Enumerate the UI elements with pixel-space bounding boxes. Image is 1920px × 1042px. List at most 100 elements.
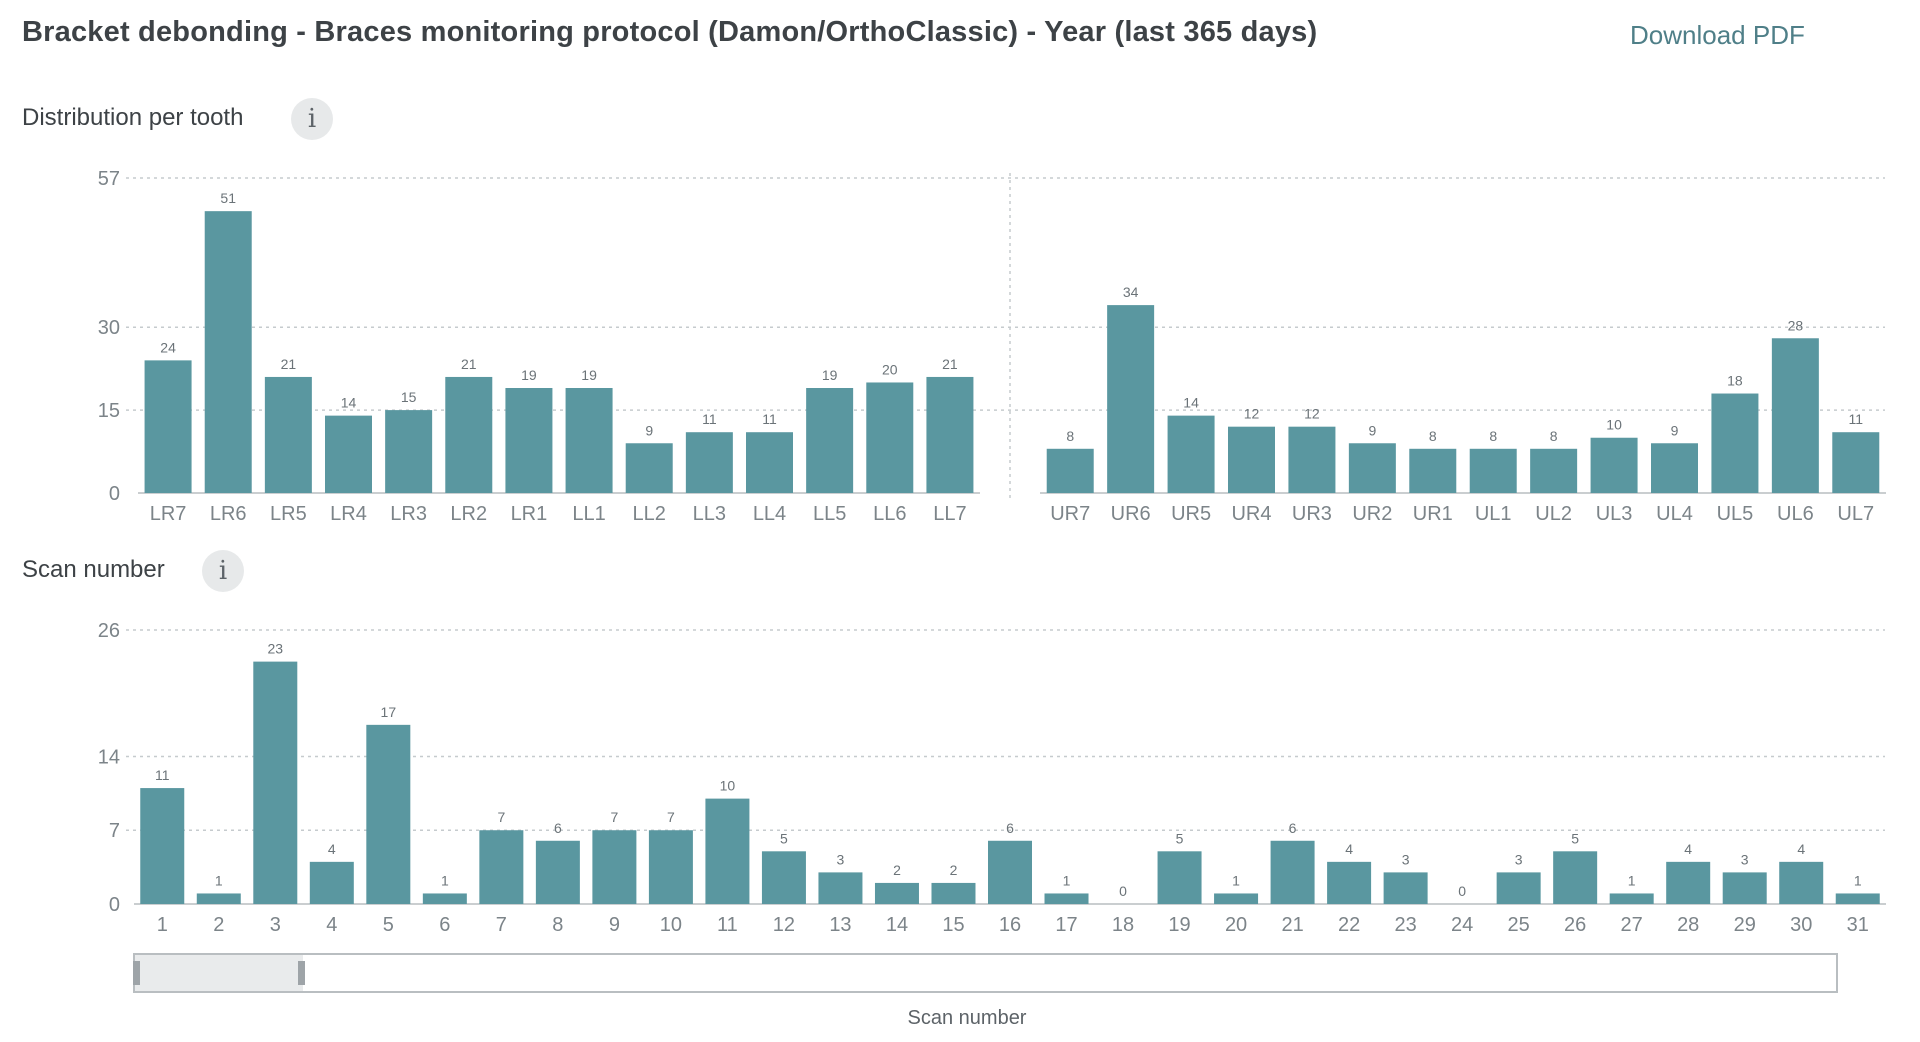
x-tick-label: 1 bbox=[157, 914, 168, 936]
bar[interactable] bbox=[806, 388, 854, 493]
bar[interactable] bbox=[479, 830, 524, 904]
bar[interactable] bbox=[309, 861, 354, 904]
bar[interactable] bbox=[1228, 426, 1275, 493]
bar[interactable] bbox=[866, 382, 914, 493]
bar[interactable] bbox=[264, 376, 312, 493]
bar[interactable] bbox=[1832, 432, 1880, 493]
bar-value-label: 4 bbox=[328, 841, 336, 857]
bar[interactable] bbox=[535, 840, 580, 904]
x-tick-label: 5 bbox=[383, 914, 394, 936]
x-tick-label: LR5 bbox=[270, 503, 307, 525]
bar[interactable] bbox=[1157, 851, 1202, 904]
range-scroller[interactable] bbox=[133, 953, 1838, 993]
bar[interactable] bbox=[818, 872, 863, 904]
bar[interactable] bbox=[1779, 861, 1824, 904]
bar-value-label: 12 bbox=[1244, 406, 1260, 422]
bar[interactable] bbox=[1666, 861, 1711, 904]
x-tick-label: UR7 bbox=[1050, 503, 1090, 525]
bar[interactable] bbox=[505, 388, 553, 493]
bar-value-label: 4 bbox=[1345, 841, 1353, 857]
bar[interactable] bbox=[1327, 861, 1372, 904]
bar[interactable] bbox=[445, 376, 493, 493]
bar-value-label: 11 bbox=[1849, 411, 1864, 427]
scroller-left-handle[interactable] bbox=[133, 961, 140, 985]
bar-value-label: 3 bbox=[1741, 851, 1749, 867]
distribution-info-icon[interactable]: i bbox=[291, 98, 333, 140]
bar-value-label: 5 bbox=[1571, 830, 1579, 846]
bar[interactable] bbox=[761, 851, 806, 904]
bar[interactable] bbox=[325, 415, 372, 493]
scan-info-icon[interactable]: i bbox=[202, 550, 244, 592]
x-tick-label: 19 bbox=[1168, 914, 1190, 936]
bar[interactable] bbox=[1046, 448, 1094, 493]
bar[interactable] bbox=[144, 360, 192, 493]
x-tick-label: 24 bbox=[1451, 914, 1473, 936]
bar-value-label: 2 bbox=[893, 862, 901, 878]
y-tick-label: 14 bbox=[98, 746, 120, 768]
bar[interactable] bbox=[1553, 851, 1598, 904]
x-tick-label: 16 bbox=[999, 914, 1021, 936]
bar[interactable] bbox=[592, 830, 637, 904]
bar[interactable] bbox=[366, 724, 411, 904]
bar-value-label: 18 bbox=[1727, 373, 1743, 389]
bar[interactable] bbox=[1530, 448, 1578, 493]
bar[interactable] bbox=[204, 211, 252, 493]
bar[interactable] bbox=[1270, 840, 1315, 904]
bar[interactable] bbox=[705, 798, 750, 904]
bar[interactable] bbox=[140, 788, 185, 904]
bar[interactable] bbox=[1348, 443, 1396, 493]
bar[interactable] bbox=[648, 830, 693, 904]
bar[interactable] bbox=[931, 882, 976, 904]
x-tick-label: 28 bbox=[1677, 914, 1699, 936]
scroller-window[interactable] bbox=[133, 955, 305, 991]
bar[interactable] bbox=[385, 410, 433, 493]
x-tick-label: UR3 bbox=[1292, 503, 1332, 525]
header: Bracket debonding - Braces monitoring pr… bbox=[0, 0, 1920, 80]
bar-value-label: 10 bbox=[720, 778, 736, 794]
x-tick-label: UL1 bbox=[1475, 503, 1512, 525]
bar[interactable] bbox=[926, 376, 974, 493]
x-tick-label: UL4 bbox=[1656, 503, 1693, 525]
x-tick-label: 23 bbox=[1394, 914, 1416, 936]
bar[interactable] bbox=[196, 893, 241, 904]
bar[interactable] bbox=[1409, 448, 1457, 493]
y-tick-label: 57 bbox=[98, 168, 120, 190]
bar[interactable] bbox=[1771, 338, 1819, 493]
bar[interactable] bbox=[1590, 437, 1638, 493]
bar[interactable] bbox=[1609, 893, 1654, 904]
bar[interactable] bbox=[565, 388, 613, 493]
bar[interactable] bbox=[253, 661, 298, 904]
scroller-right-handle[interactable] bbox=[298, 961, 305, 985]
bar[interactable] bbox=[625, 443, 673, 493]
bar[interactable] bbox=[1496, 872, 1541, 904]
bar-value-label: 11 bbox=[702, 411, 717, 427]
x-tick-label: LL3 bbox=[693, 503, 726, 525]
bar[interactable] bbox=[1167, 415, 1215, 493]
bar[interactable] bbox=[1044, 893, 1089, 904]
bar[interactable] bbox=[1711, 393, 1759, 493]
bar[interactable] bbox=[746, 432, 793, 493]
bar-value-label: 3 bbox=[1515, 851, 1523, 867]
bar[interactable] bbox=[1835, 893, 1880, 904]
x-tick-label: UR5 bbox=[1171, 503, 1211, 525]
download-pdf-link[interactable]: Download PDF bbox=[1630, 20, 1805, 50]
bar[interactable] bbox=[1469, 448, 1517, 493]
x-tick-label: 17 bbox=[1055, 914, 1077, 936]
bar[interactable] bbox=[422, 893, 467, 904]
x-tick-label: UR1 bbox=[1413, 503, 1453, 525]
bar[interactable] bbox=[1288, 426, 1336, 493]
x-tick-label: LL4 bbox=[753, 503, 786, 525]
bar[interactable] bbox=[874, 882, 919, 904]
bar-value-label: 6 bbox=[554, 820, 562, 836]
bar[interactable] bbox=[1651, 443, 1698, 493]
bar[interactable] bbox=[685, 432, 733, 493]
bar-value-label: 4 bbox=[1797, 841, 1805, 857]
bar-value-label: 3 bbox=[837, 851, 845, 867]
bar[interactable] bbox=[988, 840, 1032, 904]
bar[interactable] bbox=[1383, 872, 1428, 904]
bar[interactable] bbox=[1722, 872, 1767, 904]
bar[interactable] bbox=[1107, 305, 1155, 493]
x-tick-label: 10 bbox=[660, 914, 682, 936]
bar[interactable] bbox=[1214, 893, 1259, 904]
bar-value-label: 8 bbox=[1550, 428, 1558, 444]
